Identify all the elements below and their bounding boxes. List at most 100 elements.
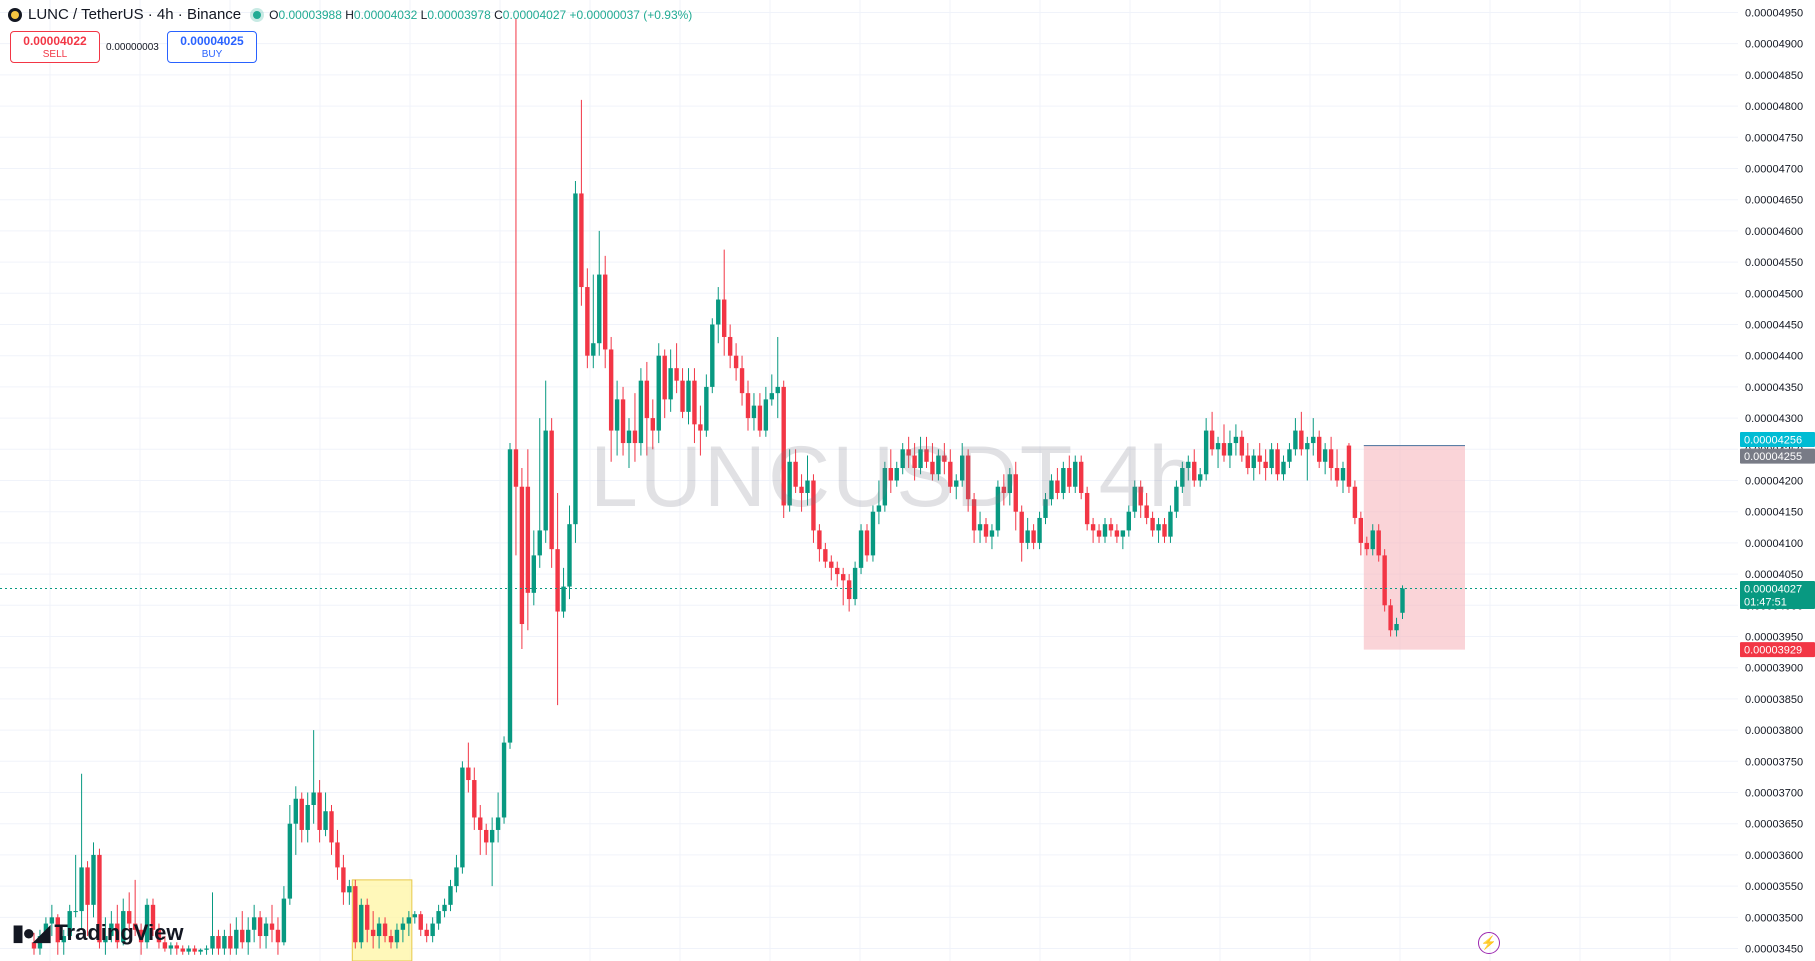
symbol-title[interactable]: LUNC / TetherUS · 4h · Binance bbox=[28, 6, 242, 23]
price-tick-label: 0.00004600 bbox=[1745, 226, 1803, 238]
ohlc-values: O0.00003988 H0.00004032 L0.00003978 C0.0… bbox=[269, 8, 692, 22]
candle-body bbox=[686, 380, 691, 412]
candle-body bbox=[674, 368, 679, 381]
price-tick-label: 0.00004350 bbox=[1745, 382, 1803, 394]
chart-header: LUNC / TetherUS · 4h · Binance O0.000039… bbox=[8, 6, 692, 23]
candle-body bbox=[1138, 486, 1143, 506]
candle-body bbox=[1311, 436, 1316, 444]
candle-body bbox=[632, 430, 638, 444]
candle-body bbox=[597, 274, 602, 344]
candle-body bbox=[608, 349, 614, 431]
candle-body bbox=[1007, 474, 1012, 493]
tradingview-logo[interactable]: ▮●◢ TradingView bbox=[12, 920, 184, 946]
buy-label: BUY bbox=[201, 49, 223, 60]
candle-body bbox=[198, 949, 203, 952]
candle-body bbox=[1198, 474, 1203, 481]
candle-body bbox=[121, 911, 126, 943]
candle-body bbox=[501, 742, 507, 818]
candle-body bbox=[1233, 436, 1239, 444]
price-tick-label: 0.00004400 bbox=[1745, 351, 1803, 363]
candle-body bbox=[263, 923, 269, 937]
gray-level-tag bbox=[1740, 448, 1815, 464]
candle-body bbox=[376, 923, 382, 937]
candle-body bbox=[418, 914, 423, 930]
candle-body bbox=[150, 904, 156, 930]
candle-body bbox=[841, 574, 846, 581]
candle-body bbox=[727, 336, 733, 356]
candle-body bbox=[61, 936, 66, 943]
candle-body bbox=[1126, 511, 1131, 531]
price-tick-label: 0.00003650 bbox=[1745, 819, 1803, 831]
candle-body bbox=[1221, 443, 1227, 456]
candle-body bbox=[162, 942, 168, 949]
candle-body bbox=[1049, 480, 1054, 500]
candle-body bbox=[394, 929, 400, 943]
candle-body bbox=[168, 945, 174, 949]
price-tick-label: 0.00004900 bbox=[1745, 39, 1803, 51]
candle-body bbox=[793, 461, 798, 487]
candle-body bbox=[1186, 461, 1191, 469]
candle-body bbox=[1150, 517, 1155, 531]
candle-body bbox=[537, 530, 542, 556]
candle-body bbox=[1340, 468, 1346, 481]
sell-button[interactable]: 0.00004022 SELL bbox=[10, 31, 100, 63]
candle-body bbox=[228, 936, 233, 949]
candle-body bbox=[216, 936, 221, 949]
lightning-icon[interactable]: ⚡ bbox=[1478, 932, 1500, 954]
price-tick-label: 0.00004150 bbox=[1745, 507, 1803, 519]
candle-body bbox=[525, 486, 531, 593]
candle-body bbox=[799, 486, 804, 493]
candle-body bbox=[954, 480, 959, 487]
price-tick-label: 0.00004450 bbox=[1745, 319, 1803, 331]
candle-body bbox=[775, 386, 780, 394]
candle-body bbox=[1108, 524, 1114, 531]
candle-body bbox=[918, 449, 923, 469]
price-tick-label: 0.00004550 bbox=[1745, 257, 1803, 269]
price-tick-label: 0.00003550 bbox=[1745, 881, 1803, 893]
candle-body bbox=[1114, 530, 1120, 537]
high-label: H bbox=[345, 7, 354, 22]
candle-body bbox=[858, 530, 864, 568]
candle-body bbox=[614, 399, 620, 431]
candle-body bbox=[543, 430, 548, 531]
candle-body bbox=[240, 929, 245, 943]
candle-body bbox=[852, 567, 858, 600]
last-price-tag-label: 0.00004027 bbox=[1744, 583, 1802, 595]
candle-body bbox=[823, 549, 828, 562]
candle-body bbox=[739, 368, 745, 394]
candle-body bbox=[460, 767, 465, 868]
candle-body bbox=[1174, 486, 1179, 512]
open-label: O bbox=[269, 7, 279, 22]
candle-body bbox=[1281, 461, 1286, 475]
candle-body bbox=[1079, 461, 1084, 493]
close-label: C bbox=[494, 7, 503, 22]
candle-body bbox=[144, 904, 150, 943]
candle-body bbox=[1019, 511, 1024, 543]
candle-body bbox=[442, 904, 447, 912]
lunc-coin-icon bbox=[8, 7, 22, 22]
price-tick-label: 0.00004500 bbox=[1745, 288, 1803, 300]
candle-body bbox=[948, 461, 953, 487]
candle-body bbox=[573, 193, 578, 525]
brand-name: TradingView bbox=[54, 920, 184, 945]
candle-body bbox=[192, 948, 197, 952]
candle-body bbox=[745, 393, 751, 419]
candle-body bbox=[549, 430, 554, 550]
candle-body bbox=[1203, 430, 1209, 475]
candle-body bbox=[1305, 443, 1310, 450]
candle-body bbox=[1043, 499, 1048, 518]
candle-body bbox=[846, 580, 852, 600]
candle-body bbox=[644, 380, 650, 419]
candle-body bbox=[1322, 449, 1328, 462]
candle-body bbox=[668, 368, 673, 400]
price-axis[interactable]: 0.00004950 0.00004900 0.00004850 0.00004800… bbox=[1745, 7, 1803, 955]
candle-body bbox=[430, 923, 435, 937]
candle-body bbox=[930, 461, 935, 475]
candle-body bbox=[1370, 530, 1375, 550]
buy-button[interactable]: 0.00004025 BUY bbox=[167, 31, 257, 63]
candle-body bbox=[1299, 430, 1304, 450]
candle-body bbox=[269, 923, 275, 930]
candle-body bbox=[965, 455, 971, 500]
high-value: 0.00004032 bbox=[353, 7, 418, 22]
